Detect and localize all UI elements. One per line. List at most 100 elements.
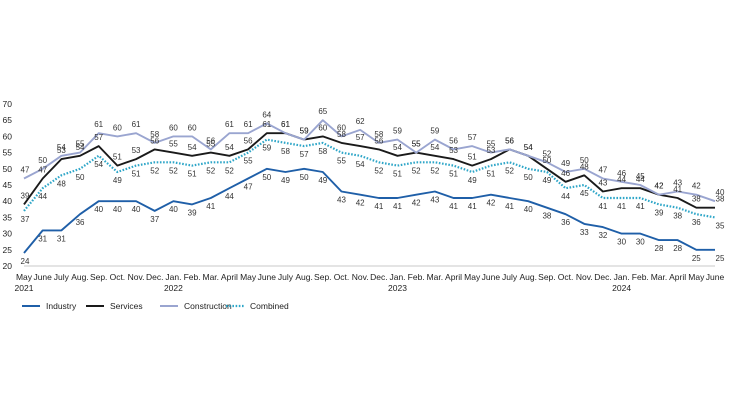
x-tick-label: May: [240, 272, 257, 282]
x-tick-label: Feb.: [408, 272, 425, 282]
data-label-construction: 60: [113, 123, 122, 132]
data-label-services: 54: [225, 143, 234, 152]
data-label-industry: 40: [132, 205, 141, 214]
data-label-industry: 41: [393, 202, 402, 211]
x-tick-label: Oct.: [334, 272, 350, 282]
data-label-industry: 40: [113, 205, 122, 214]
series-lines: [23, 119, 716, 254]
y-tick-label: 70: [3, 99, 13, 109]
data-label-industry: 41: [505, 202, 514, 211]
data-label-combined: 41: [598, 202, 607, 211]
x-tick-label: May: [16, 272, 33, 282]
data-label-construction: 59: [393, 127, 402, 136]
data-label-construction: 59: [300, 127, 309, 136]
data-label-combined: 36: [692, 218, 701, 227]
data-label-combined: 49: [542, 176, 551, 185]
data-label-combined: 52: [150, 166, 159, 175]
x-tick-label: June: [33, 272, 52, 282]
x-tick-label: Dec.: [594, 272, 611, 282]
data-label-construction: 60: [337, 123, 346, 132]
x-tick-label: Aug.: [295, 272, 313, 282]
x-tick-label: Feb.: [184, 272, 201, 282]
data-label-construction: 57: [468, 133, 477, 142]
data-label-services: 44: [636, 175, 645, 184]
data-label-combined: 52: [505, 166, 514, 175]
data-label-industry: 39: [188, 208, 197, 217]
x-tick-label: July: [502, 272, 518, 282]
data-label-services: 54: [76, 143, 85, 152]
data-label-combined: 54: [94, 160, 103, 169]
data-label-construction: 62: [356, 117, 365, 126]
data-label-industry: 25: [692, 254, 701, 263]
x-tick-label: Dec.: [370, 272, 387, 282]
data-label-combined: 41: [636, 202, 645, 211]
data-label-industry: 28: [673, 244, 682, 253]
data-label-construction: 54: [57, 143, 66, 152]
data-label-industry: 49: [318, 176, 327, 185]
data-label-industry: 30: [636, 238, 645, 247]
data-label-industry: 28: [655, 244, 664, 253]
data-label-construction: 42: [655, 182, 664, 191]
data-label-industry: 42: [356, 199, 365, 208]
x-tick-label: Nov.: [576, 272, 593, 282]
series-line-combined: [23, 138, 716, 219]
data-label-construction: 47: [21, 166, 30, 175]
x-tick-label: July: [278, 272, 294, 282]
y-tick-label: 50: [3, 164, 13, 174]
data-label-industry: 50: [300, 173, 309, 182]
x-tick-label: Nov.: [352, 272, 369, 282]
series-line-industry: [23, 167, 715, 254]
data-label-construction: 58: [150, 130, 159, 139]
data-label-services: 58: [337, 130, 346, 139]
series-line-construction: [23, 119, 716, 203]
data-label-construction: 43: [673, 178, 682, 187]
legend: Industry Services Construction Combined: [22, 301, 289, 311]
data-label-construction: 61: [281, 120, 290, 129]
data-label-combined: 51: [188, 170, 197, 179]
data-label-combined: 38: [673, 212, 682, 221]
data-label-construction: 61: [94, 120, 103, 129]
x-tick-label: Aug.: [519, 272, 537, 282]
data-label-industry: 43: [430, 195, 439, 204]
data-label-services: 61: [281, 120, 290, 129]
data-label-combined: 50: [76, 173, 85, 182]
data-label-industry: 40: [524, 205, 533, 214]
data-label-construction: 54: [524, 143, 533, 152]
data-label-construction: 50: [580, 156, 589, 165]
data-label-combined: 55: [337, 157, 346, 166]
data-label-services: 55: [412, 140, 421, 149]
x-tick-label: Sep.: [314, 272, 332, 282]
data-label-construction: 47: [598, 166, 607, 175]
data-label-services: 51: [113, 153, 122, 162]
y-tick-label: 25: [3, 245, 13, 255]
data-label-construction: 61: [244, 120, 253, 129]
data-label-construction: 55: [412, 140, 421, 149]
data-label-construction: 61: [225, 120, 234, 129]
data-label-services: 54: [430, 143, 439, 152]
data-label-services: 38: [692, 195, 701, 204]
x-tick-label: July: [54, 272, 70, 282]
data-label-combined: 52: [206, 166, 215, 175]
data-label-services: 56: [374, 136, 383, 145]
data-label-construction: 40: [716, 188, 725, 197]
data-label-industry: 30: [617, 238, 626, 247]
data-label-industry: 41: [449, 202, 458, 211]
data-label-combined: 45: [580, 189, 589, 198]
data-label-construction: 42: [692, 182, 701, 191]
data-label-construction: 45: [636, 172, 645, 181]
x-tick-label: Aug.: [71, 272, 89, 282]
data-label-combined: 52: [225, 166, 234, 175]
data-label-construction: 49: [561, 159, 570, 168]
data-label-combined: 51: [132, 170, 141, 179]
data-label-industry: 25: [716, 254, 725, 263]
data-label-services: 51: [468, 153, 477, 162]
data-label-construction: 50: [38, 156, 47, 165]
x-tick-label: April: [221, 272, 238, 282]
data-label-industry: 31: [57, 234, 66, 243]
y-tick-label: 65: [3, 115, 13, 125]
x-year-label: 2023: [388, 283, 407, 293]
data-label-construction: 55: [486, 140, 495, 149]
data-label-construction: 65: [318, 107, 327, 116]
data-label-combined: 52: [430, 166, 439, 175]
